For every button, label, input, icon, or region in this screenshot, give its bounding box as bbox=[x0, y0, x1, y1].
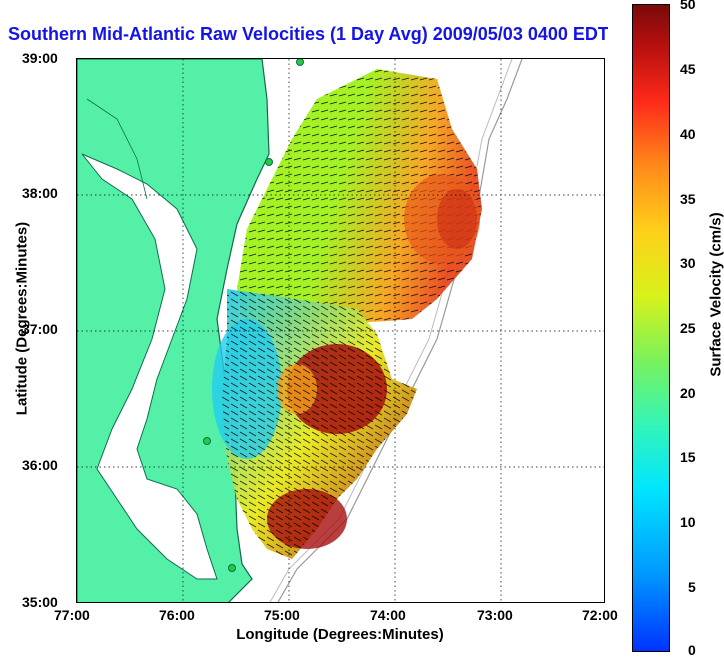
x-tick: 74:00 bbox=[370, 607, 406, 623]
y-tick: 38:00 bbox=[22, 185, 58, 201]
x-tick: 75:00 bbox=[264, 607, 300, 623]
colorbar-tick: 40 bbox=[680, 126, 696, 142]
colorbar-tick: 30 bbox=[680, 255, 696, 271]
y-axis-label: Latitude (Degrees:Minutes) bbox=[13, 221, 31, 416]
station-marker bbox=[203, 437, 211, 445]
colorbar bbox=[632, 4, 670, 652]
colorbar-tick: 50 bbox=[680, 0, 696, 12]
map-plot-area bbox=[76, 58, 605, 603]
bay-channel bbox=[86, 98, 148, 200]
station-marker bbox=[228, 564, 236, 572]
station-marker bbox=[265, 158, 273, 166]
y-tick: 39:00 bbox=[22, 50, 58, 66]
x-tick: 77:00 bbox=[54, 607, 90, 623]
y-tick: 35:00 bbox=[22, 594, 58, 610]
station-marker bbox=[296, 59, 304, 66]
x-tick: 73:00 bbox=[477, 607, 513, 623]
colorbar-tick: 5 bbox=[688, 579, 696, 595]
colorbar-tick: 10 bbox=[680, 514, 696, 530]
colorbar-tick: 20 bbox=[680, 385, 696, 401]
y-tick: 37:00 bbox=[22, 321, 58, 337]
chesapeake-bay bbox=[81, 153, 218, 580]
x-tick: 76:00 bbox=[159, 607, 195, 623]
map-canvas bbox=[77, 59, 604, 602]
x-tick: 72:00 bbox=[582, 607, 618, 623]
colorbar-tick: 45 bbox=[680, 61, 696, 77]
y-tick: 36:00 bbox=[22, 457, 58, 473]
map-title: Southern Mid-Atlantic Raw Velocities (1 … bbox=[8, 24, 608, 44]
colorbar-label: Surface Velocity (cm/s) bbox=[707, 212, 724, 377]
grid-lines bbox=[77, 59, 604, 602]
colorbar-tick: 35 bbox=[680, 191, 696, 207]
colorbar-tick: 15 bbox=[680, 449, 696, 465]
x-axis-label: Longitude (Degrees:Minutes) bbox=[236, 626, 444, 643]
colorbar-tick: 25 bbox=[680, 320, 696, 336]
colorbar-tick: 0 bbox=[688, 642, 696, 658]
